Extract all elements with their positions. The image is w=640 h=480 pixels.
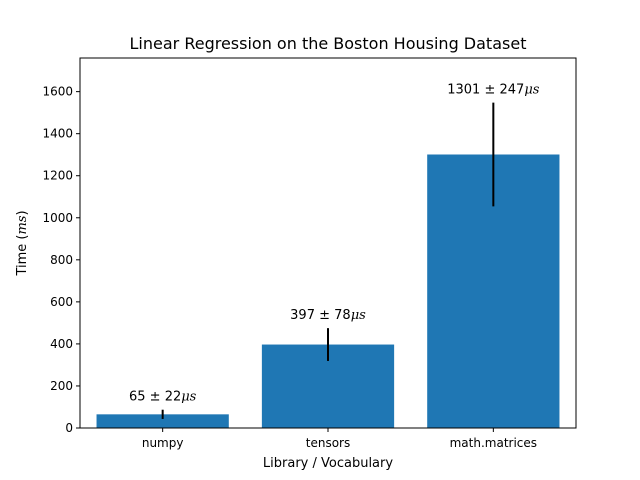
y-tick-label: 1000 <box>42 211 73 225</box>
data-label: 1301 ± 247μs <box>447 83 540 98</box>
data-label-unit: μs <box>524 83 539 98</box>
data-label-error: 78 <box>334 308 351 323</box>
data-label-value: 65 <box>129 390 146 405</box>
y-tick-label: 200 <box>50 379 73 393</box>
data-label: 65 ± 22μs <box>129 390 197 405</box>
y-tick-label: 800 <box>50 253 73 267</box>
data-label-unit: μs <box>351 308 366 323</box>
x-tick-label: tensors <box>306 436 350 450</box>
y-tick-label: 600 <box>50 295 73 309</box>
data-label-error: 247 <box>499 83 524 98</box>
plot-area: 0 200 400 600 800 1000 1200 1400 1600 numpy 65 ± 2… <box>42 83 560 450</box>
data-label-pm: ± <box>480 83 499 98</box>
data-label: 397 ± 78μs <box>290 308 366 323</box>
data-label-error: 22 <box>165 390 182 405</box>
y-tick-label: 1400 <box>42 127 73 141</box>
x-tick-label: math.matrices <box>450 436 537 450</box>
data-label-value: 1301 <box>447 83 480 98</box>
x-tick-label: numpy <box>142 436 184 450</box>
y-axis-label-unit: ms <box>15 215 30 234</box>
y-tick-label: 0 <box>65 421 73 435</box>
chart-title: Linear Regression on the Boston Housing … <box>130 34 527 53</box>
data-label-unit: μs <box>181 390 196 405</box>
data-label-pm: ± <box>315 308 334 323</box>
data-label-pm: ± <box>146 390 165 405</box>
y-axis-label-suffix: ) <box>15 210 30 215</box>
bar <box>96 414 229 428</box>
y-tick-label: 400 <box>50 337 73 351</box>
y-axis-label: Time (ms) <box>15 210 30 276</box>
y-tick-label: 1600 <box>42 85 73 99</box>
plot-frame <box>79 57 577 429</box>
x-axis-label: Library / Vocabulary <box>263 456 393 471</box>
y-tick-label: 1200 <box>42 169 73 183</box>
y-axis-label-text: Time ( <box>15 235 30 277</box>
data-label-value: 397 <box>290 308 315 323</box>
